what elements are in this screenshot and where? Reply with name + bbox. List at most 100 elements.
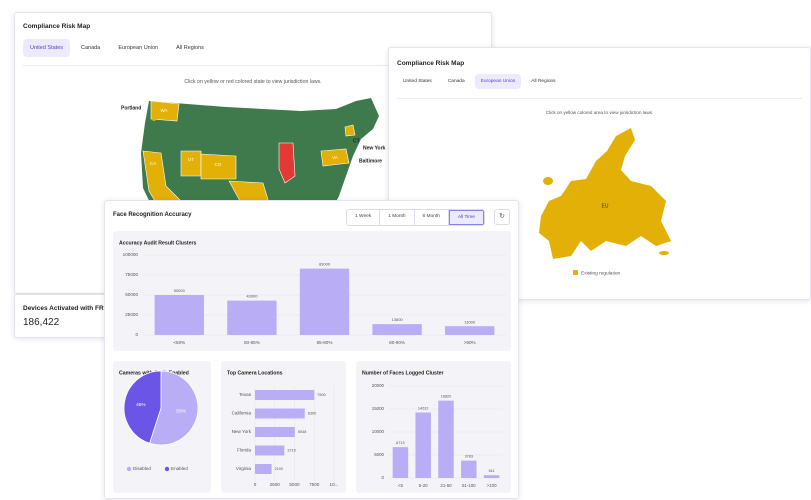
x-tick-label: <5: [398, 483, 404, 488]
state-label: UT: [188, 157, 194, 162]
data-label: 50000: [174, 288, 186, 293]
card-title: Devices Activated with FR: [23, 305, 104, 312]
y-tick-label: 5000: [374, 452, 384, 457]
data-label: 14237: [418, 407, 429, 411]
x-tick-label: >90%: [464, 340, 476, 345]
data-label: 6713: [396, 441, 404, 445]
x-tick-label: 21-50: [440, 483, 452, 488]
y-tick-label: 15000: [372, 406, 385, 411]
tab[interactable]: Canada: [447, 79, 465, 84]
y-tick-label: 20000: [372, 383, 385, 388]
map-label: Baltimore: [359, 158, 382, 164]
charts: Accuracy Audit Result Clusters 0 25000 5000…: [113, 231, 511, 493]
y-tick-label: 100000: [123, 252, 139, 257]
state-wa[interactable]: [150, 100, 180, 122]
legend-swatch: [164, 466, 170, 472]
state-label: VA: [332, 155, 338, 160]
y-tick-label: California: [232, 411, 252, 416]
bar: [415, 412, 431, 478]
tab[interactable]: All Regions: [176, 45, 204, 51]
bar: [227, 300, 277, 335]
data-label: 83000: [319, 262, 331, 267]
tab-bar: United States Canada European Union All …: [397, 74, 562, 89]
legend-label: Existing regulation: [581, 270, 621, 276]
chart-title: Accuracy Audit Result Clusters: [119, 240, 196, 246]
y-tick-label: 25000: [125, 312, 138, 317]
x-tick-label: 51-100: [462, 483, 476, 488]
map-label: CT: [353, 138, 360, 144]
kpi-value: 186,422: [23, 317, 60, 328]
x-tick-label: 80-90%: [389, 340, 405, 345]
y-tick-label: Virginia: [236, 466, 252, 471]
state-ny[interactable]: [344, 124, 356, 137]
data-label: 16820: [441, 395, 452, 399]
eu-area[interactable]: [659, 251, 669, 255]
bar: [438, 400, 454, 478]
legend-label: Enabled: [171, 466, 188, 471]
bar: [392, 447, 409, 478]
data-label: 13600: [392, 317, 404, 322]
eu-map: EU Existing regulation: [539, 128, 671, 276]
data-label: 611: [489, 469, 495, 473]
bar: [255, 464, 272, 474]
range-button[interactable]: 1 Month: [380, 210, 415, 225]
range-button[interactable]: All Time: [448, 210, 484, 225]
data-label: 7500: [317, 393, 325, 397]
state-label: CA: [150, 161, 156, 166]
x-tick-label: 2500: [270, 482, 281, 487]
eu-area[interactable]: [539, 128, 671, 259]
chart-title: Number of Faces Logged Cluster: [362, 370, 444, 376]
x-tick-label: <50%: [173, 340, 185, 345]
data-label: 11000: [464, 319, 476, 324]
card-title: Face Recognition Accuracy: [113, 212, 192, 218]
tab[interactable]: United States: [403, 79, 432, 84]
data-label: 3783: [465, 455, 473, 459]
y-tick-label: Texas: [239, 392, 252, 397]
card-title: Compliance Risk Map: [397, 60, 465, 67]
state-ut[interactable]: [180, 150, 202, 177]
x-tick-label: 65-80%: [317, 340, 333, 345]
data-label: 3715: [287, 449, 295, 453]
data-label: 6300: [308, 412, 316, 416]
tab[interactable]: European Union: [118, 45, 159, 51]
y-tick-label: 75000: [125, 272, 138, 277]
eu-area[interactable]: [543, 177, 553, 185]
y-tick-label: Florida: [237, 448, 251, 453]
y-tick-label: New York: [232, 429, 252, 434]
legend-swatch: [573, 270, 578, 275]
range-selector: 1 Week 1 Month 6 Month All Time: [346, 209, 485, 226]
bar: [445, 326, 495, 335]
x-tick-label: >100: [487, 483, 497, 488]
y-tick-label: 50000: [125, 292, 138, 297]
divider: [23, 65, 483, 66]
refresh-button[interactable]: ↻: [494, 209, 510, 225]
data-label: 5048: [298, 430, 306, 434]
tab[interactable]: All Regions: [531, 79, 556, 84]
x-tick-label: 0: [254, 482, 257, 487]
state-label: CO: [215, 162, 222, 167]
map-label: EU: [602, 203, 609, 209]
tab[interactable]: European Union: [474, 74, 522, 89]
x-tick-label: 5000: [289, 482, 300, 487]
legend-swatch: [126, 466, 132, 472]
bar: [255, 390, 315, 400]
x-tick-label: 10...: [330, 482, 339, 487]
state-il[interactable]: [278, 142, 296, 184]
bar: [154, 295, 204, 335]
tab[interactable]: Canada: [81, 45, 101, 51]
card-title: Compliance Risk Map: [23, 23, 91, 30]
pie-slice: [123, 370, 162, 444]
data-label: 2100: [275, 467, 283, 471]
tab[interactable]: United States: [23, 39, 71, 57]
divider: [397, 98, 802, 99]
state-co[interactable]: [200, 153, 237, 180]
instruction: Click on yellow or red colored state to …: [184, 79, 322, 85]
state-label: WA: [160, 108, 167, 113]
state-va[interactable]: [320, 148, 350, 167]
x-tick-label: 7500: [309, 482, 320, 487]
range-button[interactable]: 6 Month: [415, 210, 449, 225]
map-label: Portland: [121, 105, 141, 111]
x-tick-label: 5-20: [419, 483, 428, 488]
range-button[interactable]: 1 Week: [347, 210, 381, 225]
